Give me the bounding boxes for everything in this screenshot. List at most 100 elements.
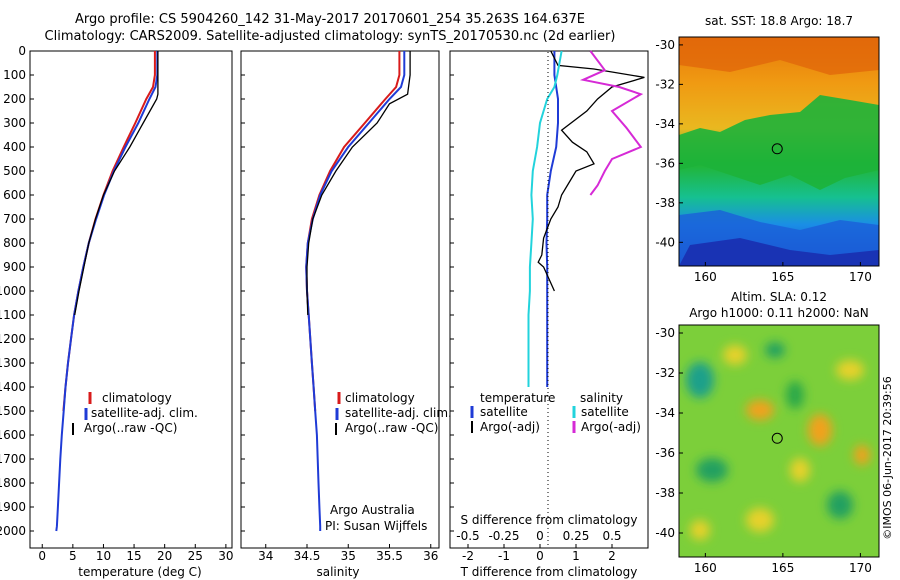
lat-tick-label: -34 — [655, 117, 675, 131]
depth-tick-label: 1700 — [0, 452, 26, 466]
profile-line-temperature-satellite — [545, 51, 559, 387]
credit-line1: Argo Australia — [330, 503, 415, 517]
s-diff-tick-label: 0.25 — [563, 529, 590, 543]
depth-tick-label: 1300 — [0, 356, 26, 370]
s-diff-tick-label: 0 — [536, 529, 544, 543]
lon-tick-label: 160 — [694, 270, 717, 284]
s-diff-tick-label: -0.25 — [488, 529, 519, 543]
profile-line-salinity-argo-adj- — [579, 50, 644, 196]
sla-map-frame — [678, 324, 880, 558]
x-tick-label: 30 — [218, 549, 233, 563]
lat-tick-label: -40 — [655, 526, 675, 540]
lat-tick-label: -30 — [655, 38, 675, 52]
sst-map — [679, 37, 879, 266]
figure-title-line1: Argo profile: CS 5904260_142 31-May-2017… — [75, 12, 585, 27]
depth-tick-label: 900 — [3, 260, 26, 274]
sla-map-title-line2: Argo h1000: 0.11 h2000: NaN — [689, 306, 869, 320]
x-tick-label: 1 — [572, 549, 580, 563]
depth-tick-label: 2000 — [0, 524, 26, 538]
legend-temp-argo: Argo(-adj) — [480, 420, 540, 434]
lat-tick-label: -36 — [655, 156, 675, 170]
argo-position-marker — [771, 432, 783, 444]
depth-tick-label: 1800 — [0, 476, 26, 490]
credit-line2: PI: Susan Wijffels — [325, 519, 427, 533]
x-tick-label: 0 — [38, 549, 46, 563]
sst-map-title: sat. SST: 18.8 Argo: 18.7 — [705, 14, 853, 28]
lon-tick-label: 165 — [771, 270, 794, 284]
legend-argo: Argo(..raw -QC) — [84, 421, 177, 435]
s-diff-tick-label: 0.5 — [602, 529, 621, 543]
lon-tick-label: 165 — [771, 561, 794, 575]
sla-map-title-line1: Altim. SLA: 0.12 — [731, 290, 827, 304]
depth-tick-label: 1500 — [0, 404, 26, 418]
depth-tick-label: 1200 — [0, 332, 26, 346]
legend-salinity-title: salinity — [580, 391, 623, 405]
lat-tick-label: -30 — [655, 326, 675, 340]
argo-position-marker — [771, 143, 783, 155]
map-axes: 160 165 170 -30 -32 -34 -36 -38 -40 160 165 170 -30 -… — [655, 38, 871, 575]
legend-satellite-adj: satellite-adj. clim. — [91, 406, 198, 420]
depth-tick-label: 800 — [3, 236, 26, 250]
x-tick-label: 34.5 — [294, 549, 321, 563]
salinity-panel-frame — [240, 50, 440, 549]
lat-tick-label: -38 — [655, 196, 675, 210]
x-tick-label: -1 — [498, 549, 510, 563]
lon-tick-label: 160 — [694, 561, 717, 575]
x-tick-label: 20 — [157, 549, 172, 563]
lat-tick-label: -40 — [655, 235, 675, 249]
depth-tick-label: 100 — [3, 68, 26, 82]
depth-tick-label: 700 — [3, 212, 26, 226]
salinity-legend: climatology satellite-adj. clim. Argo(..… — [335, 391, 452, 435]
depth-tick-label: 600 — [3, 188, 26, 202]
x-tick-label: 35.5 — [376, 549, 403, 563]
legend-climatology: climatology — [345, 391, 415, 405]
difference-legend: temperature salinity satellite Argo(-adj… — [470, 391, 641, 434]
difference-panel-frame — [449, 50, 649, 549]
depth-tick-label: 300 — [3, 116, 26, 130]
x-tick-label: 36 — [423, 549, 438, 563]
sst-map-frame — [678, 36, 880, 267]
profile-line-argo-raw-qc- — [306, 51, 411, 316]
sla-map — [679, 325, 879, 557]
lat-tick-label: -32 — [655, 366, 675, 380]
lat-tick-label: -38 — [655, 486, 675, 500]
timestamp: ©IMOS 06-Jun-2017 20:39:56 — [881, 376, 894, 540]
depth-tick-label: 200 — [3, 92, 26, 106]
x-tick-label: 0 — [536, 549, 544, 563]
difference-profiles — [527, 50, 645, 387]
depth-axis: 0 100 200 300 400 500 600 700 800 900 1000 1100 1200… — [0, 44, 454, 538]
salinity-axis-label: salinity — [316, 565, 359, 579]
temperature-legend: climatology satellite-adj. clim. Argo(..… — [72, 391, 198, 435]
profile-line-argo-raw-qc- — [74, 51, 159, 316]
temperature-profiles — [55, 51, 159, 532]
x-tick-label: 25 — [188, 549, 203, 563]
x-tick-label: 2 — [608, 549, 616, 563]
depth-tick-label: 1900 — [0, 500, 26, 514]
depth-tick-label: 400 — [3, 140, 26, 154]
depth-tick-label: 1400 — [0, 380, 26, 394]
x-tick-label: 34 — [258, 549, 273, 563]
x-tick-label: 15 — [126, 549, 141, 563]
depth-tick-label: 1100 — [0, 308, 26, 322]
x-axes: 0 5 10 15 20 25 30 34 34.5 35 35.5 36 -2 -1 0 1 2 -0.5 -0.… — [38, 529, 621, 563]
t-difference-axis-label: T difference from climatology — [460, 565, 638, 579]
lon-tick-label: 170 — [849, 270, 872, 284]
figure-title-line2: Climatology: CARS2009. Satellite-adjuste… — [44, 29, 616, 44]
legend-sal-satellite: satellite — [581, 405, 629, 419]
profile-line-temperature-argo-adj- — [537, 50, 645, 292]
depth-tick-label: 1600 — [0, 428, 26, 442]
salinity-profiles — [305, 51, 411, 531]
lon-tick-label: 170 — [849, 561, 872, 575]
legend-satellite-adj: satellite-adj. clim. — [345, 406, 452, 420]
legend-climatology: climatology — [102, 391, 172, 405]
x-tick-label: 5 — [69, 549, 77, 563]
depth-tick-label: 0 — [18, 44, 26, 58]
x-tick-label: 10 — [96, 549, 111, 563]
legend-temperature-title: temperature — [480, 391, 555, 405]
profile-line-salinity-satellite — [527, 50, 563, 387]
legend-sal-argo: Argo(-adj) — [581, 420, 641, 434]
depth-tick-label: 500 — [3, 164, 26, 178]
temperature-axis-label: temperature (deg C) — [78, 565, 201, 579]
lat-tick-label: -32 — [655, 77, 675, 91]
s-diff-tick-label: -0.5 — [456, 529, 479, 543]
